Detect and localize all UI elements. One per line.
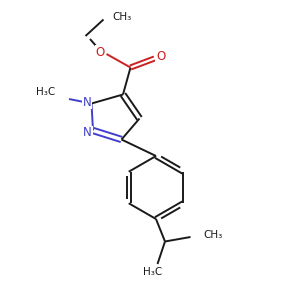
Text: H₃C: H₃C (36, 86, 56, 97)
Text: N: N (82, 95, 91, 109)
Text: CH₃: CH₃ (112, 11, 132, 22)
Text: CH₃: CH₃ (203, 230, 222, 241)
Text: O: O (156, 50, 165, 64)
Text: N: N (83, 126, 92, 140)
Text: H₃C: H₃C (143, 267, 163, 278)
Text: O: O (95, 46, 104, 59)
